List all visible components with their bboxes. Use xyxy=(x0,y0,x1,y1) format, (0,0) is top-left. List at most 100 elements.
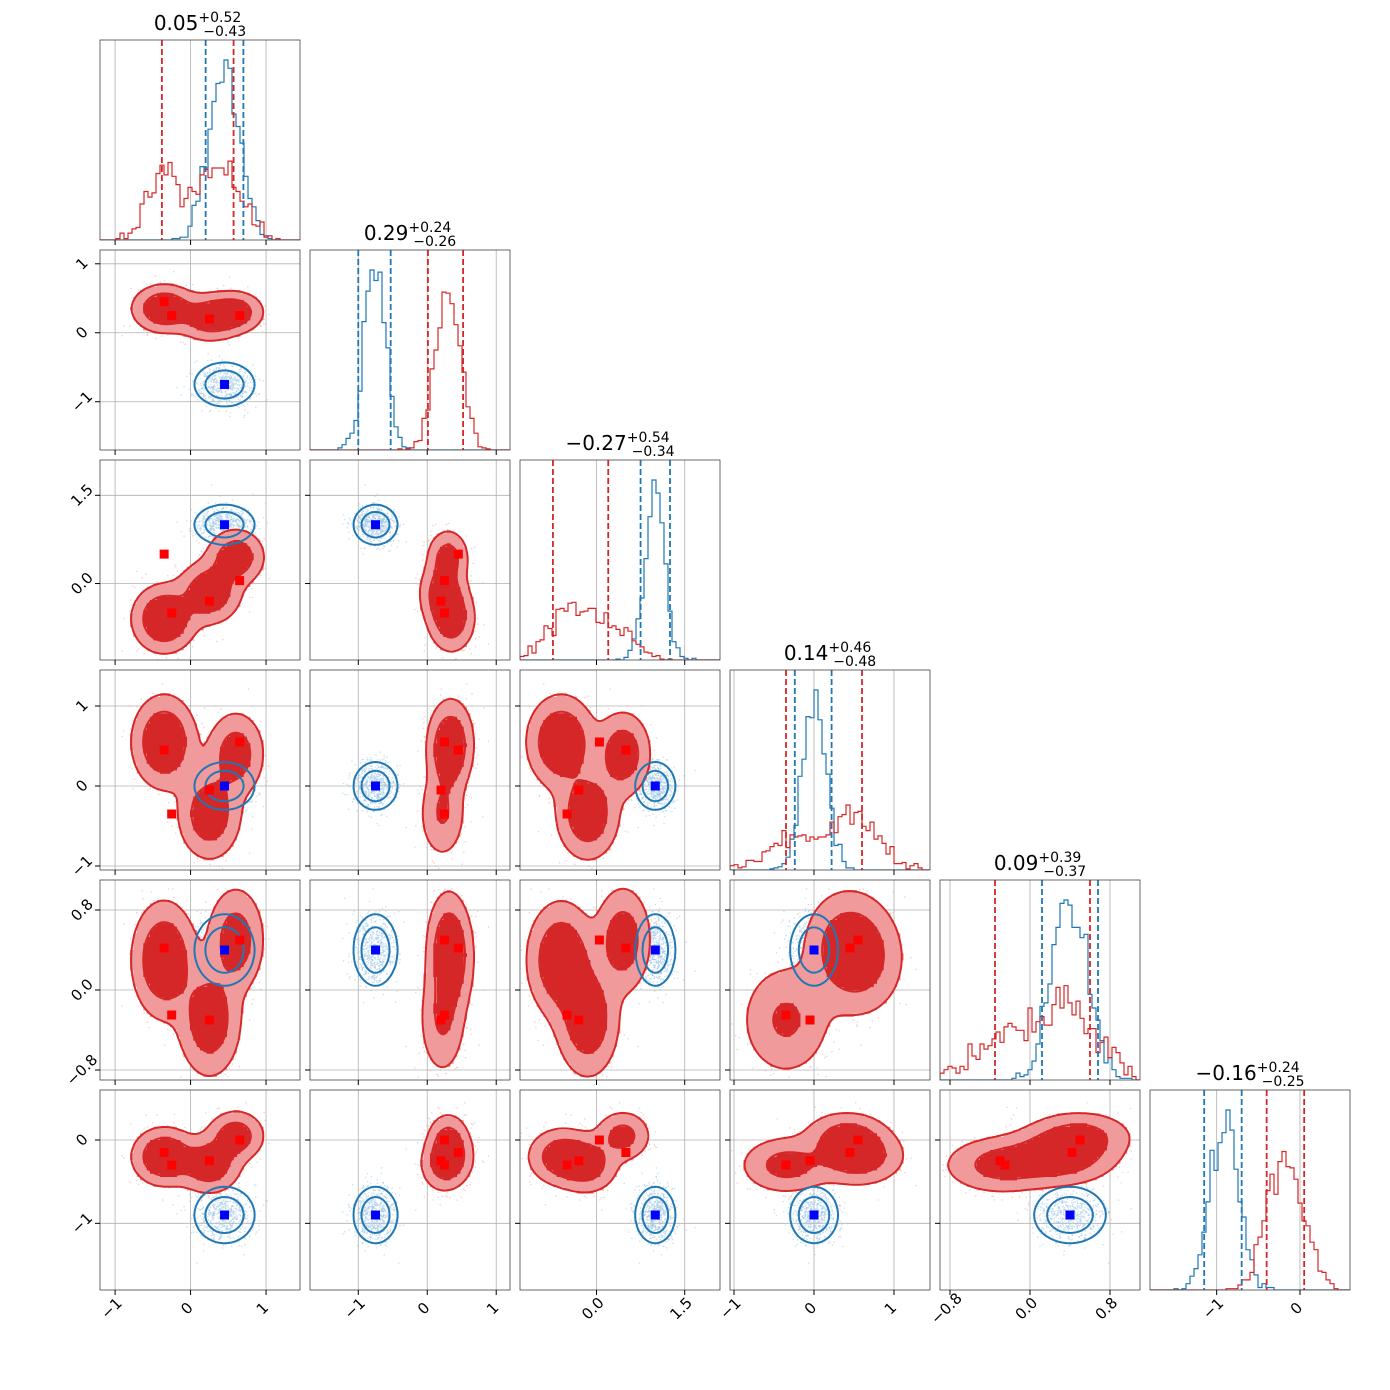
sample-point xyxy=(191,283,194,286)
sample-point xyxy=(251,705,254,707)
sample-point xyxy=(210,535,212,537)
sample-point xyxy=(238,525,240,527)
sample-point xyxy=(212,379,215,382)
sample-point xyxy=(225,372,227,374)
panel-title: 0.05+0.52 −0.43 xyxy=(154,10,246,40)
sample-point xyxy=(212,528,215,530)
sample-point xyxy=(391,513,393,516)
sample-point xyxy=(203,380,205,383)
sample-point xyxy=(203,726,205,729)
panel-frame xyxy=(519,459,721,661)
sample-point xyxy=(198,392,200,395)
sample-point xyxy=(216,640,218,643)
sample-point xyxy=(252,381,254,384)
sample-point xyxy=(208,410,211,413)
sample-point xyxy=(215,390,218,393)
y-tick-label: 0.0 xyxy=(67,569,97,599)
sample-point xyxy=(381,508,383,511)
sample-point xyxy=(232,514,234,516)
sample-point xyxy=(263,318,266,321)
contour-blue xyxy=(360,510,391,539)
sample-point xyxy=(210,380,212,383)
sample-point xyxy=(394,525,396,527)
sample-point xyxy=(260,325,262,327)
sample-point xyxy=(432,524,434,527)
sample-point xyxy=(238,406,240,408)
sample-point xyxy=(366,539,369,541)
sample-point xyxy=(372,531,375,534)
sample-point xyxy=(155,337,158,340)
sample-point xyxy=(198,391,201,394)
sample-point xyxy=(231,386,234,389)
sample-point xyxy=(223,519,225,521)
sample-point xyxy=(206,511,209,513)
sample-point xyxy=(361,504,364,507)
contour-blue xyxy=(204,510,245,539)
sample-point xyxy=(237,396,239,399)
contour-blue xyxy=(204,369,245,400)
sample-point xyxy=(185,284,187,287)
sample-point xyxy=(379,540,382,543)
sample-point xyxy=(244,519,246,521)
sample-point xyxy=(202,392,204,395)
sample-point xyxy=(373,495,376,498)
sample-point xyxy=(258,527,261,530)
sample-point xyxy=(368,533,370,535)
sample-point xyxy=(214,532,216,535)
sample-point xyxy=(211,537,213,540)
sample-point xyxy=(250,529,252,531)
sample-point xyxy=(218,865,221,867)
sample-point xyxy=(252,525,254,527)
sample-point xyxy=(441,657,444,659)
sample-point xyxy=(256,525,258,527)
sample-point xyxy=(140,698,143,700)
sample-point xyxy=(472,562,474,565)
sample-point xyxy=(247,509,250,511)
sample-point xyxy=(379,548,381,551)
sample-point xyxy=(230,525,233,528)
sample-point xyxy=(238,521,241,524)
sample-point xyxy=(175,832,177,835)
sample-point xyxy=(175,563,177,566)
sample-point xyxy=(200,526,203,528)
sample-point xyxy=(230,365,233,367)
sample-point xyxy=(389,535,392,538)
sample-point xyxy=(389,530,392,533)
sample-point xyxy=(250,378,253,381)
sample-point xyxy=(455,657,457,660)
sample-point xyxy=(258,392,260,395)
sample-point xyxy=(220,530,222,533)
sample-point xyxy=(209,863,211,866)
sample-point xyxy=(364,525,366,528)
sample-point xyxy=(225,399,228,402)
sample-point xyxy=(364,512,366,515)
sample-point xyxy=(212,397,214,400)
marker-blue xyxy=(220,520,230,530)
sample-point xyxy=(396,533,398,535)
marker-red xyxy=(204,596,214,606)
sample-point xyxy=(171,663,173,665)
sample-point xyxy=(362,535,365,538)
sample-point xyxy=(266,399,269,401)
sample-point xyxy=(192,534,194,537)
sample-point xyxy=(182,341,184,344)
marker-red xyxy=(436,596,446,606)
sample-point xyxy=(202,386,205,389)
sample-point xyxy=(173,661,175,663)
sample-point xyxy=(213,401,215,403)
sample-point xyxy=(217,387,219,389)
sample-point xyxy=(249,381,252,383)
sample-point xyxy=(196,382,198,385)
sample-point xyxy=(202,525,205,528)
sample-point xyxy=(251,523,253,526)
sample-point xyxy=(202,547,205,549)
sample-point xyxy=(243,517,245,520)
sample-point xyxy=(346,522,348,525)
marker-red xyxy=(159,549,169,559)
sample-point xyxy=(247,527,249,529)
sample-point xyxy=(238,368,241,371)
sample-point xyxy=(209,377,211,379)
contour-red xyxy=(142,710,252,841)
sample-point xyxy=(266,522,269,524)
